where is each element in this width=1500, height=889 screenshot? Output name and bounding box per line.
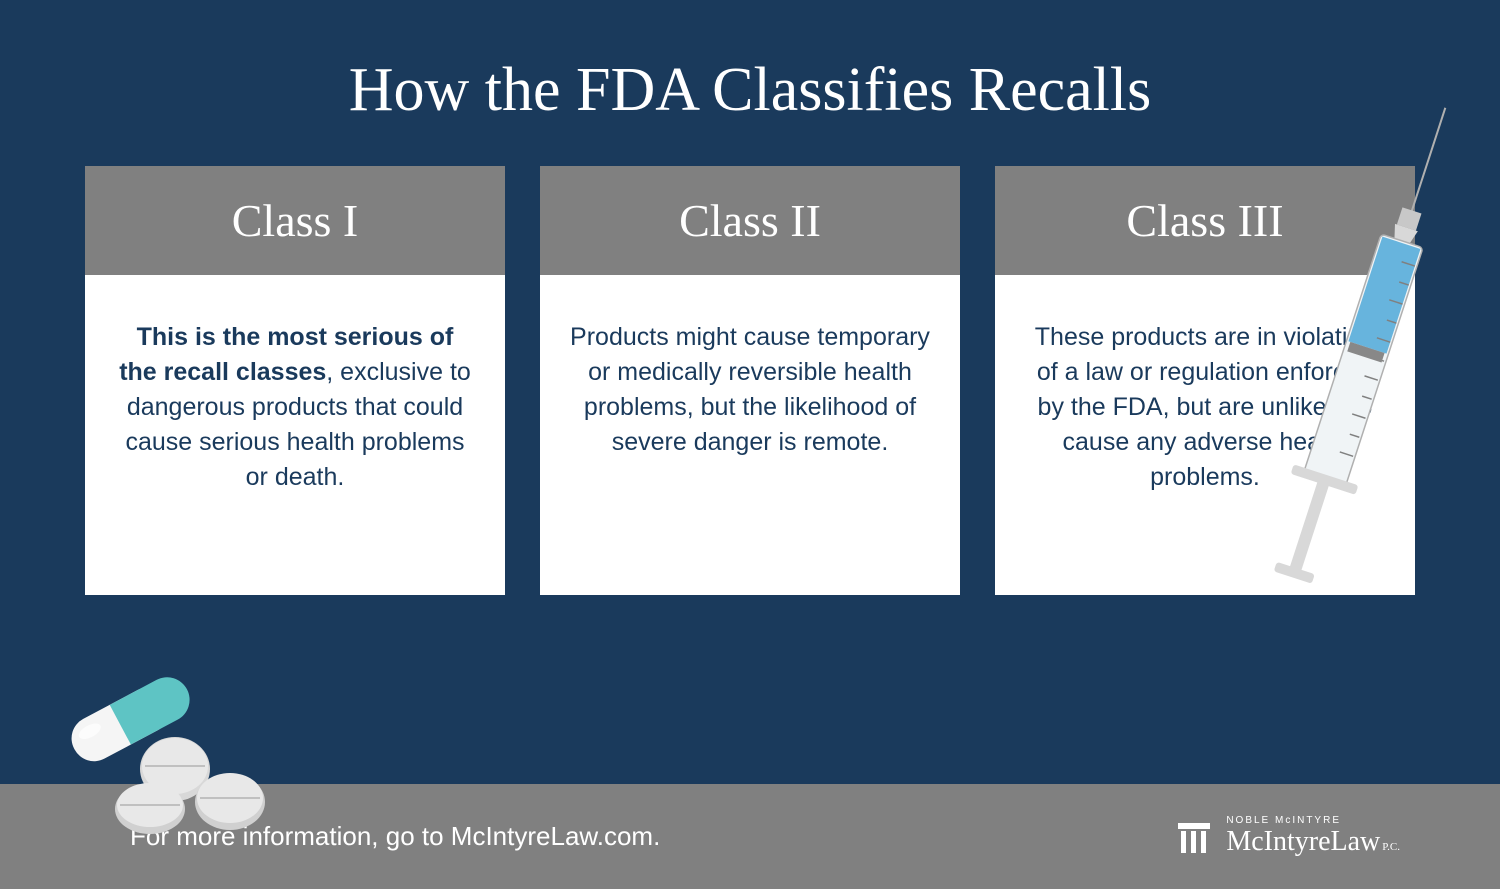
card-header: Class I [85,166,505,275]
card-body-text: Products might cause temporary or medica… [570,320,930,460]
logo: NOBLE McINTYRE McIntyreLaw P.C. [1174,815,1400,858]
page-title: How the FDA Classifies Recalls [0,0,1500,166]
logo-main-line: McIntyreLaw P.C. [1226,826,1400,858]
card-class-1: Class I This is the most serious of the … [85,166,505,595]
card-body: This is the most serious of the recall c… [85,275,505,595]
pills-icon [45,674,305,834]
card-header: Class II [540,166,960,275]
logo-main-text: McIntyreLaw [1226,826,1380,858]
logo-top-line: NOBLE McINTYRE [1226,815,1400,826]
logo-suffix: P.C. [1382,841,1400,853]
pillar-icon [1174,817,1214,857]
card-class-2: Class II Products might cause temporary … [540,166,960,595]
card-body: Products might cause temporary or medica… [540,275,960,595]
logo-text: NOBLE McINTYRE McIntyreLaw P.C. [1226,815,1400,858]
